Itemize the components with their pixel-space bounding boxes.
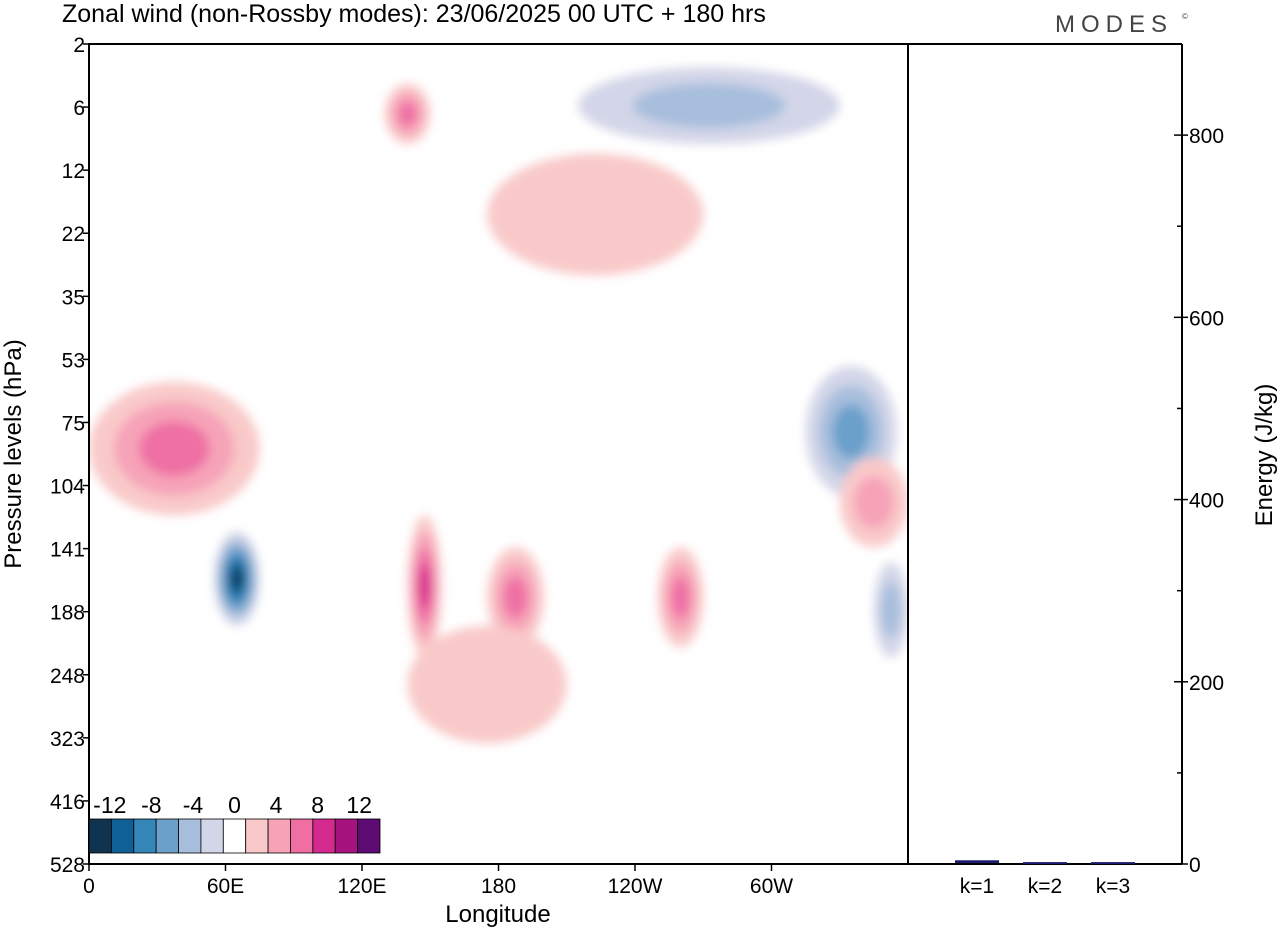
chart-title: Zonal wind (non-Rossby modes): 23/06/202… xyxy=(62,0,766,28)
contour-feature xyxy=(487,153,704,276)
colorbar-swatch xyxy=(110,818,135,854)
colorbar-swatch xyxy=(290,818,314,854)
y-tick-label: 416 xyxy=(50,791,85,814)
energy-tick-label: 800 xyxy=(1189,125,1224,148)
modes-logo: MODES © xyxy=(1055,11,1188,38)
y-tick-label: 141 xyxy=(50,539,85,562)
colorbar-swatch xyxy=(200,818,224,854)
y-tick-label: 22 xyxy=(62,223,85,246)
colorbar-swatch xyxy=(312,818,336,854)
contour-field xyxy=(89,67,908,744)
contour-feature xyxy=(407,625,567,744)
colorbar-swatch xyxy=(222,818,247,854)
heatmap-plot: 2 6 12 22 35 53 75 104 141 188 248 323 416 528 0 60E 12… xyxy=(0,34,909,928)
contour-shading xyxy=(487,153,704,276)
y-tick-label: 35 xyxy=(62,286,85,309)
colorbar-legend: -12 -8 -4 0 4 8 12 xyxy=(88,792,381,854)
y-tick-label: 188 xyxy=(50,602,85,625)
x-tick-label: 60W xyxy=(750,875,793,898)
contour-shading xyxy=(853,476,894,529)
contour-feature xyxy=(578,67,840,144)
contour-feature xyxy=(214,531,260,626)
contour-feature xyxy=(487,547,544,648)
energy-tick-label: 0 xyxy=(1189,854,1201,877)
energy-x-axis: k=1 k=2 k=3 xyxy=(960,875,1130,898)
colorbar-swatch xyxy=(357,818,381,854)
contour-feature xyxy=(89,381,260,516)
colorbar-label: -12 xyxy=(93,792,126,818)
y-axis: 2 6 12 22 35 53 75 104 141 188 248 323 416 528 xyxy=(50,34,89,877)
y-tick-label: 248 xyxy=(50,665,85,688)
energy-category-label: k=1 xyxy=(960,875,994,898)
colorbar-label: 8 xyxy=(311,792,324,818)
energy-bar-chart: 0 200 400 600 800 k=1 k=2 k=3 Energy (J/kg) xyxy=(907,43,1278,898)
contour-feature xyxy=(839,457,908,548)
energy-tick-label: 200 xyxy=(1189,672,1224,695)
energy-axis-label: Energy (J/kg) xyxy=(1251,384,1278,527)
contour-shading xyxy=(407,625,567,744)
y-tick-label: 6 xyxy=(73,97,85,120)
modes-logo-mark: © xyxy=(1182,12,1188,21)
energy-panel-background xyxy=(908,44,1182,864)
contour-shading xyxy=(139,421,210,476)
contour-feature xyxy=(384,83,431,144)
contour-feature xyxy=(657,547,704,648)
contour-shading xyxy=(503,576,528,618)
y-tick-label: 323 xyxy=(50,728,85,751)
energy-tick-label: 400 xyxy=(1189,490,1224,513)
modes-logo-text: MODES xyxy=(1055,11,1173,38)
colorbar-swatch xyxy=(178,818,202,854)
contour-feature xyxy=(873,562,908,658)
colorbar-swatch xyxy=(245,818,269,854)
contour-shading xyxy=(880,582,901,638)
colorbar-label: 4 xyxy=(270,792,283,818)
y-tick-label: 75 xyxy=(62,412,85,435)
y-tick-label: 12 xyxy=(62,160,85,183)
colorbar-swatch xyxy=(334,818,359,854)
colorbar-swatch xyxy=(133,818,157,854)
colorbar-swatch xyxy=(88,818,112,854)
y-tick-label: 528 xyxy=(50,854,85,877)
energy-category-label: k=2 xyxy=(1028,875,1062,898)
contour-shading xyxy=(419,563,430,610)
energy-bars xyxy=(955,860,1135,865)
contour-shading xyxy=(398,101,417,127)
y-axis-label: Pressure levels (hPa) xyxy=(0,339,27,568)
x-tick-label: 120W xyxy=(608,875,663,898)
energy-bar xyxy=(955,860,999,863)
x-tick-label: 180 xyxy=(481,875,516,898)
x-tick-label: 120E xyxy=(337,875,386,898)
x-tick-label: 0 xyxy=(83,875,95,898)
y-tick-label: 53 xyxy=(62,349,85,372)
x-tick-label: 60E xyxy=(207,875,244,898)
colorbar-label: 12 xyxy=(346,792,372,818)
energy-y-axis: 0 200 400 600 800 xyxy=(1174,43,1224,877)
colorbar-label: -4 xyxy=(183,792,204,818)
contour-shading xyxy=(671,576,690,618)
colorbar-swatch xyxy=(267,818,291,854)
contour-shading xyxy=(632,83,786,128)
energy-tick-label: 600 xyxy=(1189,307,1224,330)
colorbar-label: 0 xyxy=(228,792,241,818)
colorbar-label: -8 xyxy=(141,792,161,818)
x-axis: 0 60E 120E 180 120W 60W xyxy=(83,864,793,898)
energy-bar xyxy=(1023,862,1067,865)
contour-feature xyxy=(407,515,442,658)
contour-shading xyxy=(231,568,242,590)
contour-shading xyxy=(832,404,870,459)
colorbar-swatch xyxy=(155,818,179,854)
x-axis-label: Longitude xyxy=(445,901,550,928)
y-tick-label: 104 xyxy=(50,476,85,499)
y-tick-label: 2 xyxy=(73,34,85,57)
energy-category-label: k=3 xyxy=(1096,875,1130,898)
energy-bar xyxy=(1091,862,1135,865)
